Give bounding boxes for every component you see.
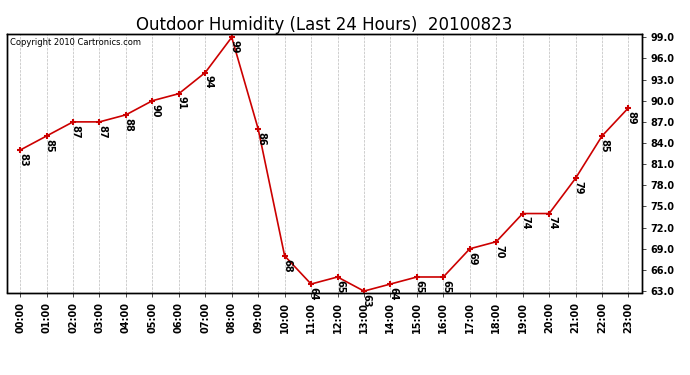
Text: 65: 65: [441, 280, 451, 293]
Title: Outdoor Humidity (Last 24 Hours)  20100823: Outdoor Humidity (Last 24 Hours) 2010082…: [136, 16, 513, 34]
Text: 88: 88: [124, 118, 134, 131]
Text: 83: 83: [18, 153, 28, 166]
Text: 74: 74: [547, 216, 557, 230]
Text: 85: 85: [600, 139, 610, 152]
Text: 63: 63: [362, 294, 372, 307]
Text: Copyright 2010 Cartronics.com: Copyright 2010 Cartronics.com: [10, 38, 141, 46]
Text: 87: 87: [97, 124, 107, 138]
Text: 70: 70: [494, 244, 504, 258]
Text: 79: 79: [573, 181, 583, 195]
Text: 74: 74: [520, 216, 531, 230]
Text: 86: 86: [256, 132, 266, 146]
Text: 64: 64: [309, 287, 319, 300]
Text: 90: 90: [150, 104, 160, 117]
Text: 99: 99: [230, 40, 239, 54]
Text: 91: 91: [177, 96, 186, 110]
Text: 87: 87: [71, 124, 81, 138]
Text: 68: 68: [282, 259, 293, 272]
Text: 89: 89: [627, 111, 636, 124]
Text: 65: 65: [335, 280, 345, 293]
Text: 85: 85: [44, 139, 55, 152]
Text: 94: 94: [203, 75, 213, 89]
Text: 69: 69: [468, 252, 477, 265]
Text: 65: 65: [415, 280, 424, 293]
Text: 64: 64: [388, 287, 398, 300]
